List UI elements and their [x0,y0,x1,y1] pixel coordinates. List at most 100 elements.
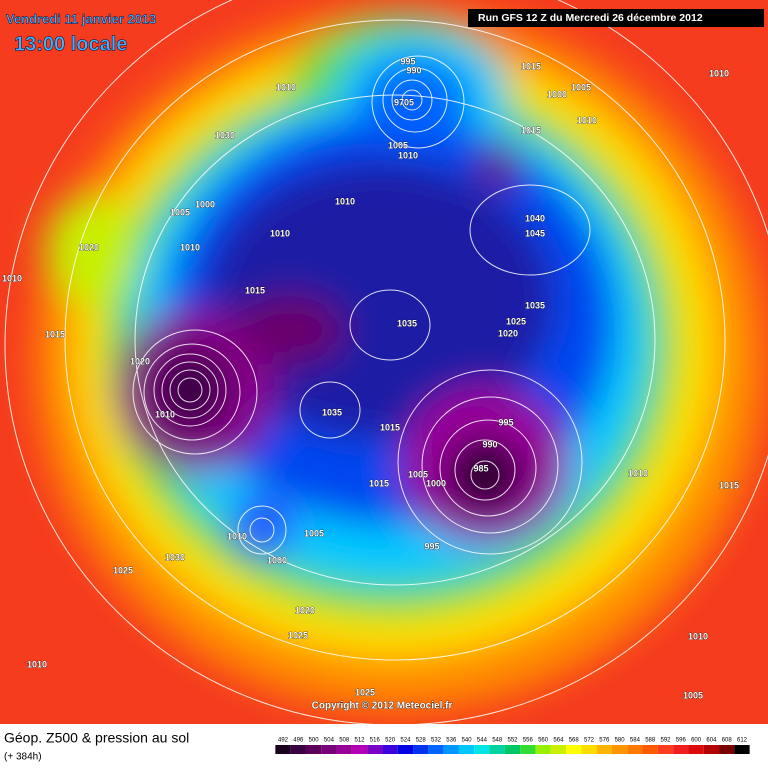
isobar-label: 1010 [577,115,597,125]
scale-swatch [504,745,521,754]
scale-label: 580 [615,738,626,744]
isobar-label: 1000 [195,199,215,209]
isobar-label: 1010 [2,273,22,283]
scale-swatch [290,745,306,754]
isobar-label: 1005 [170,207,190,217]
isobar-label: 1035 [525,300,545,310]
scale-swatch [596,745,612,754]
scale-swatch [413,745,429,754]
scale-label: 564 [553,738,564,744]
isobar-labels: 9959909705100510101015100010051010101510… [2,56,740,701]
isobars [4,0,768,724]
scale-swatch [566,745,582,754]
isobar-label: 995 [400,56,415,66]
isobar-label: 1025 [113,565,133,575]
isobar-label: 1005 [683,690,703,700]
scale-swatch [367,745,383,754]
local-time: 13:00 locale [14,33,127,55]
scale-swatch [520,745,536,754]
scale-swatch [581,745,597,754]
isobar-label: 990 [406,65,421,75]
footer-title: Géop. Z500 & pression au sol [4,730,189,746]
isobar-label: 1005 [408,469,428,479]
isobar-label: 1010 [180,242,200,252]
isobar-label: 1020 [295,605,315,615]
scale-swatch [657,745,674,754]
isobar-label: 1000 [267,555,287,565]
isobar-label: 1000 [547,89,567,99]
scale-label: 532 [431,738,442,744]
run-info: Run GFS 12 Z du Mercredi 26 décembre 201… [478,12,703,24]
isobar-label: 1015 [380,422,400,432]
scale-label: 608 [722,738,733,744]
scale-label: 496 [293,738,304,744]
scale-label: 584 [630,738,641,744]
scale-swatch [688,745,704,754]
scale-label: 504 [324,738,335,744]
isobar-label: 1020 [130,356,150,366]
scale-label: 520 [385,738,396,744]
scale-label: 544 [477,738,488,744]
isobar-label: 1015 [719,480,739,490]
isobar-label: 985 [473,463,488,473]
scale-label: 556 [523,738,534,744]
isobar-label: 1015 [521,125,541,135]
isobar-label: 1005 [304,528,324,538]
isobar-label: 1015 [521,61,541,71]
scale-label: 576 [599,738,610,744]
scale-swatch [305,745,322,754]
isobar-label: 1010 [628,468,648,478]
map: 9959909705100510101015100010051010101510… [0,0,768,724]
scale-label: 492 [278,738,289,744]
isobar-label: 1025 [506,316,526,326]
scale-swatch [443,745,459,754]
scale-swatch [535,745,551,754]
scale-label: 600 [691,738,702,744]
isobar-label: 1015 [45,329,65,339]
isobar-label: 1030 [215,130,235,140]
scale-swatch [382,745,398,754]
isobar-label: 1005 [388,140,408,150]
isobar-label: 995 [498,417,513,427]
isobar-label: 995 [424,541,439,551]
scale-label: 516 [370,738,381,744]
scale-label: 500 [309,738,320,744]
scale-swatch [611,745,628,754]
scale-swatch [642,745,658,754]
footer-subtitle: (+ 384h) [4,752,42,763]
scale-label: 612 [737,738,748,744]
color-scale: 492 496 500 504 508 512 516 520 524 528 532 536 540 5… [275,738,750,754]
isobar-label: 1010 [227,531,247,541]
isobar-label: 1020 [79,242,99,252]
scale-label: 592 [660,738,671,744]
isobar-label: 1010 [335,196,355,206]
isobar-label: 1010 [688,631,708,641]
isobar-label: 1035 [322,407,342,417]
isobar-label: 1010 [27,659,47,669]
isobar-label: 1040 [525,213,545,223]
scale-swatch [734,745,750,754]
scale-label: 524 [400,738,411,744]
isobar-label: 9705 [394,97,414,107]
isobar-label: 1025 [288,630,308,640]
scale-label: 540 [462,738,473,744]
isobar-label: 1010 [270,228,290,238]
isobar-label: 1020 [498,328,518,338]
isobar-label: 1015 [369,478,389,488]
scale-swatch [627,745,643,754]
isobar-label: 1015 [245,285,265,295]
scale-label: 552 [507,738,518,744]
scale-label: 604 [706,738,717,744]
isobar-label: 1000 [426,478,446,488]
scale-swatch [458,745,475,754]
scale-swatch [719,745,735,754]
isobar-label: 1045 [525,228,545,238]
isobar-label: 1010 [709,68,729,78]
isobar-label: 990 [482,439,497,449]
valid-date: Vendredi 11 janvier 2013 [6,11,156,26]
isobar-label: 1010 [276,82,296,92]
scale-swatch [397,745,414,754]
scale-swatch [336,745,352,754]
scale-label: 588 [645,738,656,744]
